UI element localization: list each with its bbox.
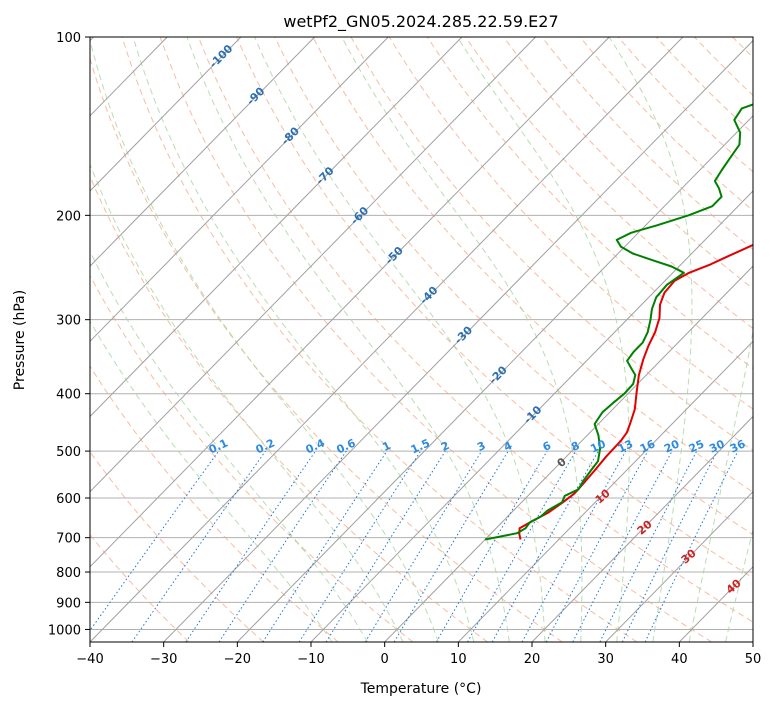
- dry-adiabat: [159, 37, 712, 642]
- dry-adiabat: [90, 451, 264, 642]
- y-tick-label: 300: [56, 314, 81, 329]
- x-tick-label: 0: [381, 652, 389, 667]
- profile-line-1: [518, 243, 753, 540]
- plot-area: [90, 37, 753, 642]
- background-grid: [90, 37, 775, 642]
- x-tick-label: −20: [224, 652, 251, 667]
- mixing-ratio-line: [467, 450, 577, 642]
- y-tick-label: 100: [56, 31, 81, 46]
- dry-adiabat: [236, 37, 753, 579]
- y-tick-label: 800: [56, 566, 81, 581]
- x-tick-label: −40: [76, 652, 103, 667]
- dry-adiabat: [90, 174, 488, 642]
- x-tick-label: 10: [450, 652, 467, 667]
- moist-adiabat: [90, 320, 333, 642]
- y-tick-label: 200: [56, 209, 81, 224]
- mixing-ratio-label: 20: [662, 437, 682, 455]
- isotherm-line: [90, 37, 242, 192]
- profile-line-2: [484, 103, 753, 541]
- mixing-ratio-line: [393, 450, 509, 642]
- mixing-ratio-line: [364, 450, 483, 642]
- dry-adiabat: [579, 37, 753, 212]
- y-tick-label: 700: [56, 532, 81, 547]
- moist-adiabat: [688, 329, 753, 642]
- isotherm-line: [310, 190, 753, 642]
- isotherm-line: [90, 37, 389, 343]
- moist-adiabat: [186, 37, 510, 642]
- moist-adiabat: [254, 37, 546, 642]
- chart-title: wetPf2_GN05.2024.285.22.59.E27: [283, 12, 558, 32]
- isotherm-line: [384, 265, 753, 642]
- mixing-ratio-line: [90, 450, 220, 632]
- isotherm-line: [531, 415, 753, 642]
- isotherm-line: [752, 641, 753, 642]
- mixing-ratio-line: [298, 450, 422, 642]
- dry-adiabat: [388, 37, 753, 410]
- mixing-ratio-line: [325, 450, 446, 642]
- dry-adiabat: [350, 37, 753, 451]
- y-tick-label: 1000: [48, 623, 81, 638]
- isotherm-line: [90, 37, 684, 642]
- mixing-ratio-label: 25: [687, 437, 706, 455]
- dry-adiabat: [90, 274, 414, 642]
- y-tick-label: 600: [56, 492, 81, 507]
- mixing-ratio-line: [491, 450, 599, 642]
- isotherm-line: [90, 37, 463, 418]
- mixing-ratio-label: 13: [616, 437, 635, 455]
- x-tick-label: 40: [671, 652, 688, 667]
- mixing-ratio-line: [262, 450, 388, 642]
- isotherm-line: [90, 37, 536, 493]
- mixing-ratio-label: 30: [707, 437, 727, 455]
- x-tick-label: 30: [597, 652, 614, 667]
- mixing-ratio-line: [185, 450, 316, 642]
- isotherm-line: [90, 37, 315, 267]
- isotherm-line: [236, 115, 753, 642]
- dry-adiabat: [426, 37, 753, 370]
- dry-adiabat: [617, 37, 753, 173]
- mixing-ratio-label: 16: [638, 437, 658, 455]
- axes: −40 −30 −20 −10 0 10 20 30 40 50 100 200 300 400 500 60…: [48, 31, 761, 667]
- dry-adiabat: [465, 37, 753, 329]
- moist-adiabat: [90, 163, 404, 642]
- moist-adiabat: [725, 528, 753, 642]
- x-axis-label: Temperature (°C): [360, 681, 482, 697]
- moist-adiabat: [132, 37, 475, 642]
- moist-adiabat: [90, 38, 439, 642]
- dry-adiabat: [274, 37, 753, 536]
- isotherm-line: [605, 490, 753, 642]
- y-tick-label: 900: [56, 596, 81, 611]
- dry-adiabat: [312, 37, 753, 493]
- plot-frame: [89, 36, 754, 643]
- isotherm-line: [163, 39, 753, 642]
- mixing-ratio-line: [131, 450, 266, 642]
- dry-adiabat: [121, 37, 638, 642]
- isotherm-line: [457, 340, 753, 642]
- x-tick-label: 20: [524, 652, 541, 667]
- plot-background: [90, 37, 753, 642]
- isotherm-line: [90, 37, 610, 568]
- mixing-ratio-line: [435, 450, 548, 642]
- moist-adiabat: [608, 37, 693, 642]
- y-tick-label: 400: [56, 388, 81, 403]
- y-tick-label: 500: [56, 445, 81, 460]
- x-tick-label: 50: [745, 652, 762, 667]
- x-tick-label: −10: [297, 652, 324, 667]
- mixing-ratio-line: [644, 450, 739, 642]
- dry-adiabat: [90, 57, 563, 642]
- moist-adiabat: [90, 250, 369, 642]
- mixing-ratio-line: [621, 450, 718, 642]
- moist-adiabat: [456, 37, 630, 642]
- profile-lines: [484, 103, 753, 541]
- y-axis-label: Pressure (hPa): [12, 290, 28, 390]
- x-tick-label: −30: [150, 652, 177, 667]
- dry-adiabat: [771, 37, 775, 642]
- mixing-ratio-label: 10: [588, 437, 608, 455]
- mixing-ratio-line: [521, 450, 627, 642]
- mixing-ratio-label: 36: [728, 437, 748, 455]
